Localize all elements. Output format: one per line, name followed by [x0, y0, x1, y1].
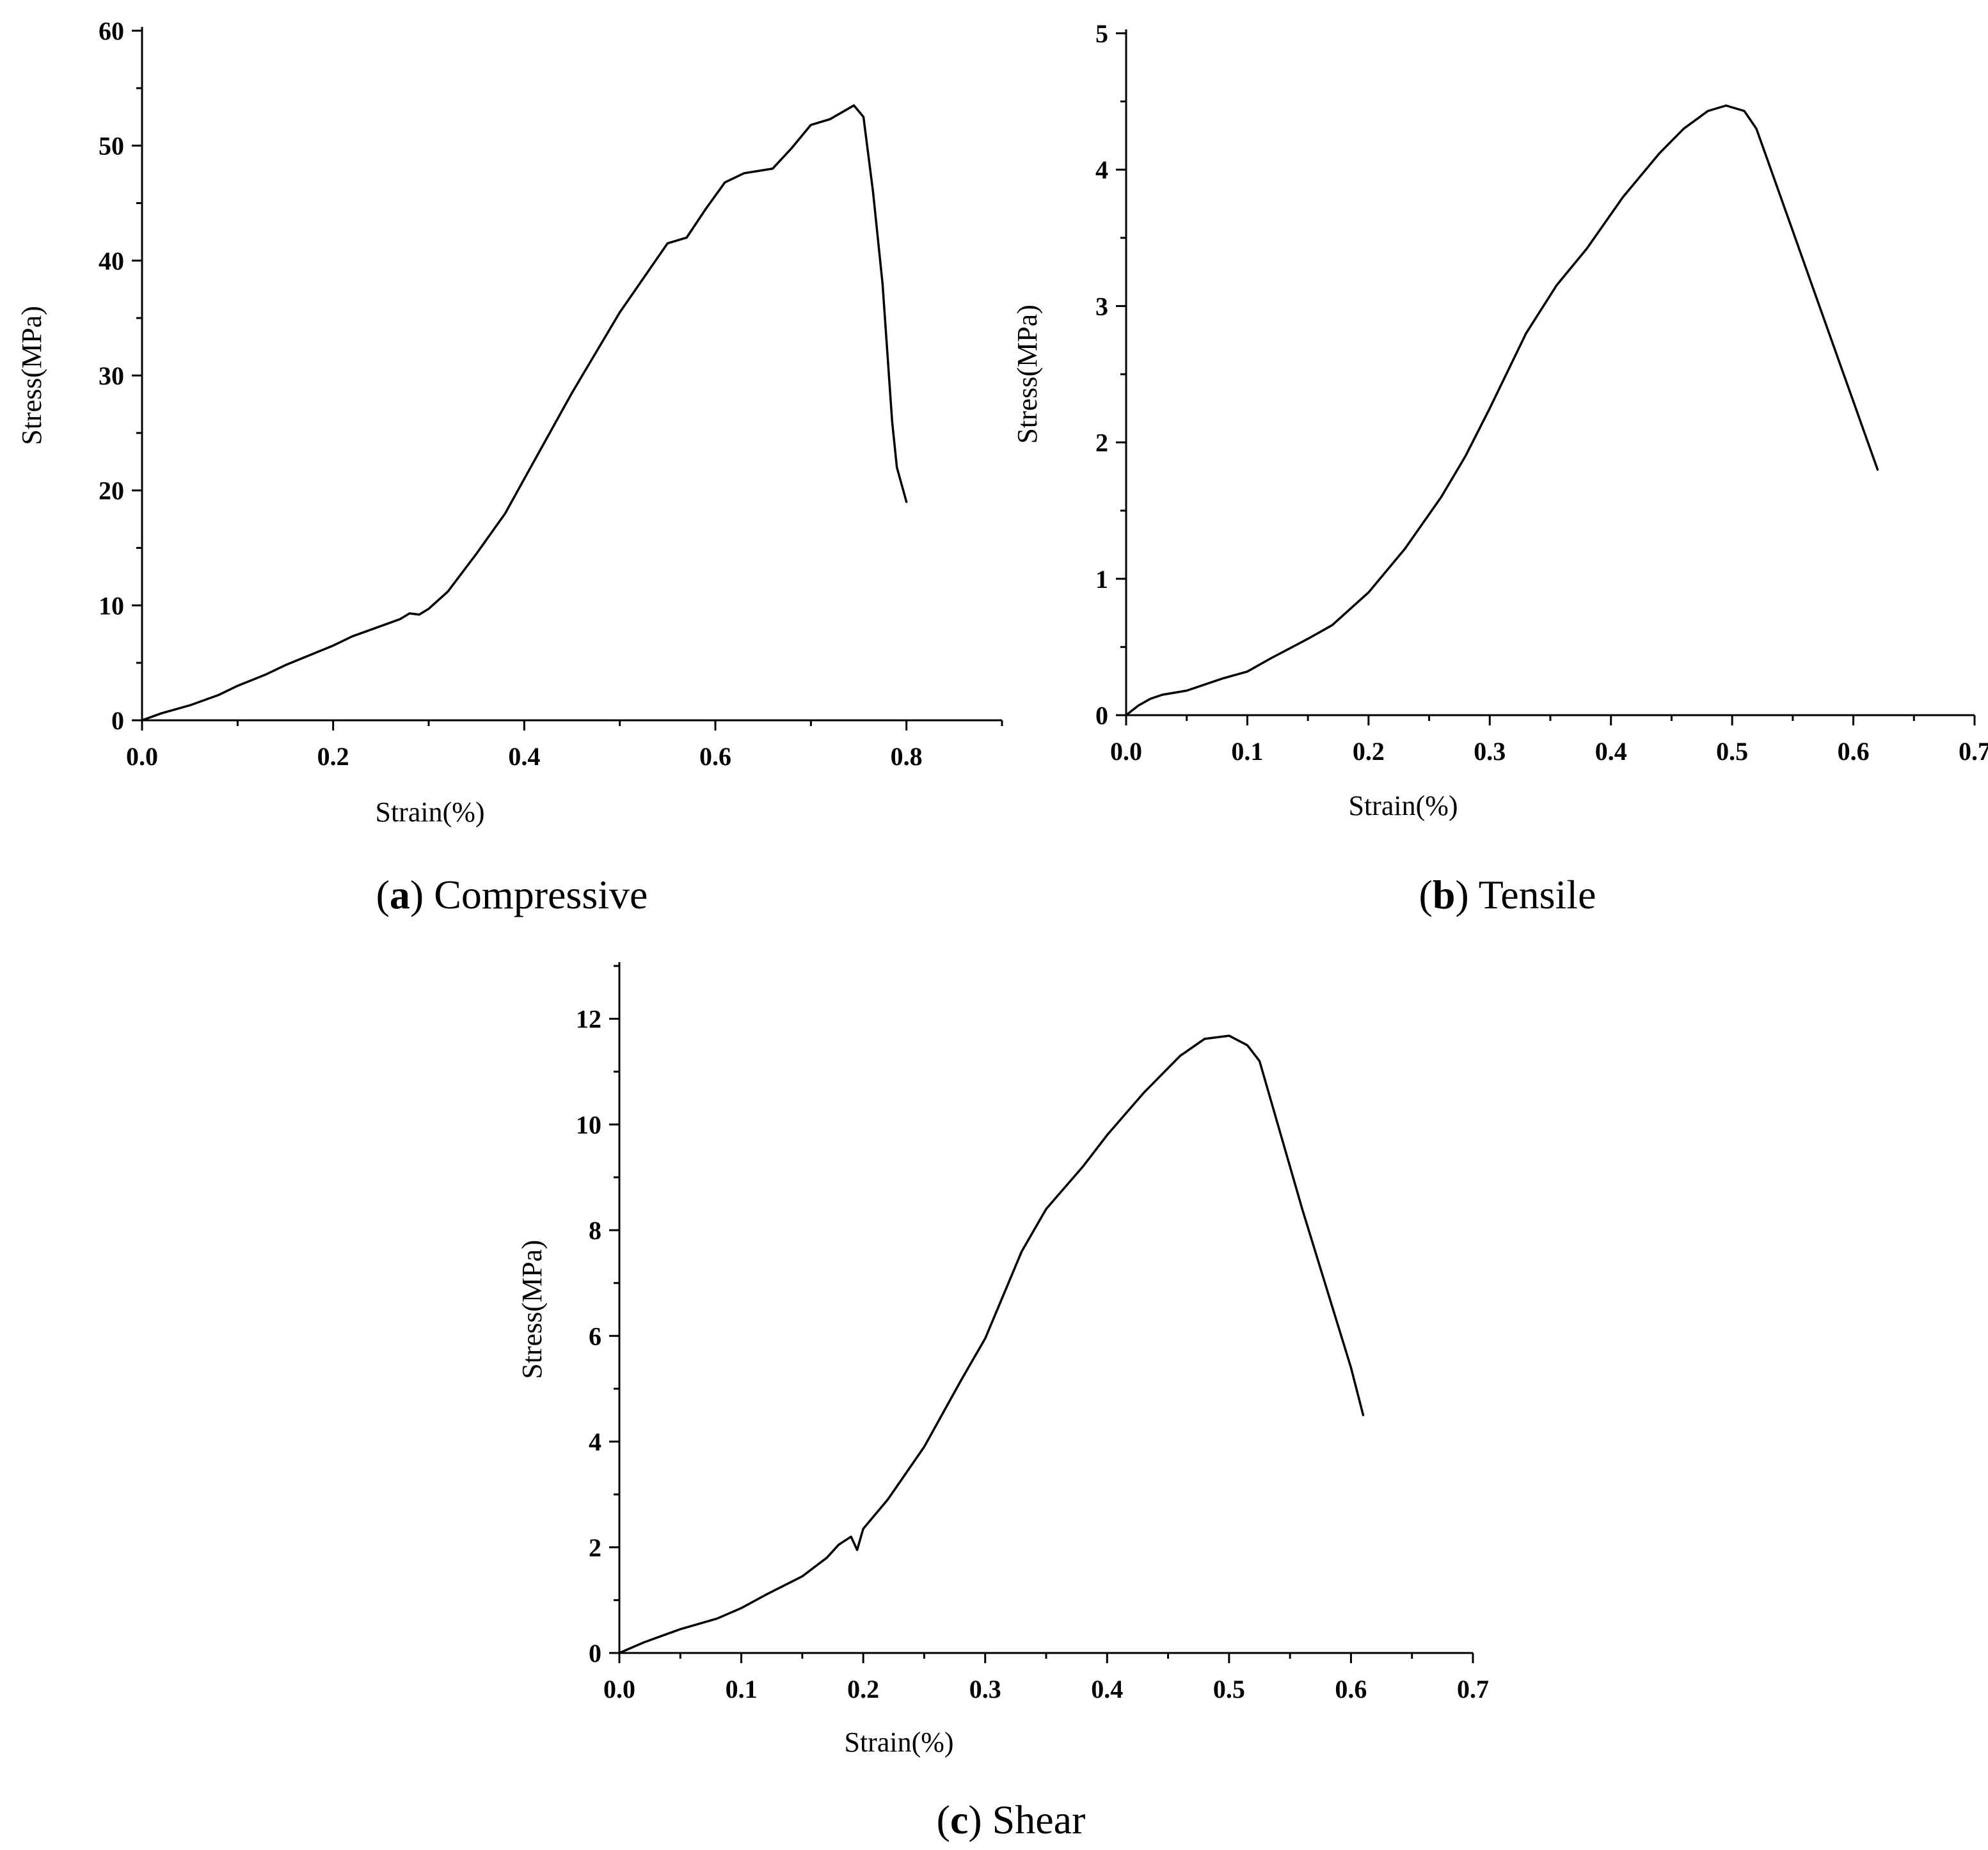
- x-tick-label: 0.5: [1213, 1675, 1245, 1704]
- caption-paren-close: ): [410, 872, 434, 917]
- caption-paren-close: ): [1455, 872, 1478, 917]
- series-line-compressive: [141, 104, 908, 722]
- caption-text: Tensile: [1479, 872, 1596, 917]
- x-tick-label: 0.2: [1353, 737, 1385, 766]
- x-tick-label: 0.1: [1231, 737, 1263, 766]
- figure-caption: (b) Tensile: [1419, 872, 1596, 917]
- caption-text: Compressive: [434, 872, 648, 917]
- y-tick-label: 60: [99, 17, 124, 45]
- y-tick-label: 1: [1095, 565, 1108, 594]
- y-axis-title: Stress(MPa): [16, 306, 47, 445]
- x-tick-label: 0.6: [699, 742, 731, 771]
- y-tick-label: 30: [99, 361, 124, 390]
- x-tick-label: 0.2: [317, 742, 349, 771]
- figure-caption: (c) Shear: [937, 1797, 1086, 1842]
- x-axis-title: Strain(%): [844, 1727, 953, 1758]
- caption-text: Shear: [992, 1797, 1086, 1842]
- caption-paren-open: (: [1419, 872, 1433, 917]
- y-tick-label: 10: [99, 591, 124, 620]
- x-tick-label: 0.4: [1091, 1675, 1123, 1704]
- series-line-tensile: [1125, 104, 1879, 716]
- chart-shear: 0.0 0.1 0.2 0.3 0.4 0.5 0.6 0.7 0 2 4 6 8 10 12 Strain(…: [516, 962, 1489, 1842]
- y-tick-label: 6: [589, 1322, 601, 1350]
- y-tick-label: 2: [589, 1533, 601, 1562]
- caption-letter: b: [1433, 872, 1456, 917]
- x-tick-label: 0.0: [1110, 737, 1142, 766]
- y-tick-label: 0: [589, 1639, 601, 1668]
- y-tick-label: 5: [1095, 19, 1108, 48]
- x-tick-label: 0.6: [1838, 737, 1870, 766]
- x-tick-label: 0.0: [126, 742, 158, 771]
- y-tick-label: 4: [1095, 155, 1108, 184]
- x-tick-label: 0.3: [969, 1675, 1001, 1704]
- y-axis-title: Stress(MPa): [516, 1240, 548, 1379]
- y-tick-label: 12: [576, 1005, 601, 1034]
- y-tick-label: 0: [111, 706, 124, 735]
- y-tick-label: 10: [576, 1111, 601, 1139]
- caption-paren-open: (: [376, 872, 390, 917]
- caption-paren-open: (: [937, 1797, 950, 1842]
- series-line-shear: [618, 1034, 1365, 1654]
- x-tick-label: 0.7: [1457, 1675, 1489, 1704]
- y-tick-label: 20: [99, 477, 124, 505]
- x-tick-label: 0.7: [1959, 737, 1988, 766]
- y-tick-label: 4: [589, 1428, 601, 1457]
- caption-letter: c: [950, 1797, 968, 1842]
- y-tick-label: 0: [1095, 701, 1108, 730]
- x-tick-label: 0.8: [891, 742, 923, 771]
- y-tick-label: 50: [99, 132, 124, 161]
- caption-letter: a: [390, 872, 410, 917]
- y-tick-label: 40: [99, 246, 124, 275]
- figure-caption: (a) Compressive: [376, 872, 648, 917]
- x-tick-label: 0.4: [1595, 737, 1627, 766]
- x-tick-label: 0.1: [726, 1675, 758, 1704]
- chart-compressive: 0.0 0.2 0.4 0.6 0.8 0 10 20 30 40 50 60 Strain(%) Str…: [16, 17, 1003, 917]
- y-tick-label: 2: [1095, 429, 1108, 457]
- x-tick-label: 0.6: [1335, 1675, 1367, 1704]
- x-tick-label: 0.2: [847, 1675, 879, 1704]
- caption-paren-close: ): [968, 1797, 992, 1842]
- x-tick-label: 0.0: [603, 1675, 635, 1704]
- y-tick-label: 8: [589, 1216, 601, 1245]
- chart-tensile: 0.0 0.1 0.2 0.3 0.4 0.5 0.6 0.7 0 1 2 3 4 5 Strain(%) S…: [1012, 19, 1988, 917]
- x-tick-label: 0.5: [1716, 737, 1748, 766]
- x-axis-title: Strain(%): [1348, 790, 1458, 821]
- y-tick-label: 3: [1095, 292, 1108, 320]
- x-tick-label: 0.4: [508, 742, 540, 771]
- x-tick-label: 0.3: [1474, 737, 1506, 766]
- y-axis-title: Stress(MPa): [1012, 304, 1043, 444]
- x-axis-title: Strain(%): [375, 796, 484, 828]
